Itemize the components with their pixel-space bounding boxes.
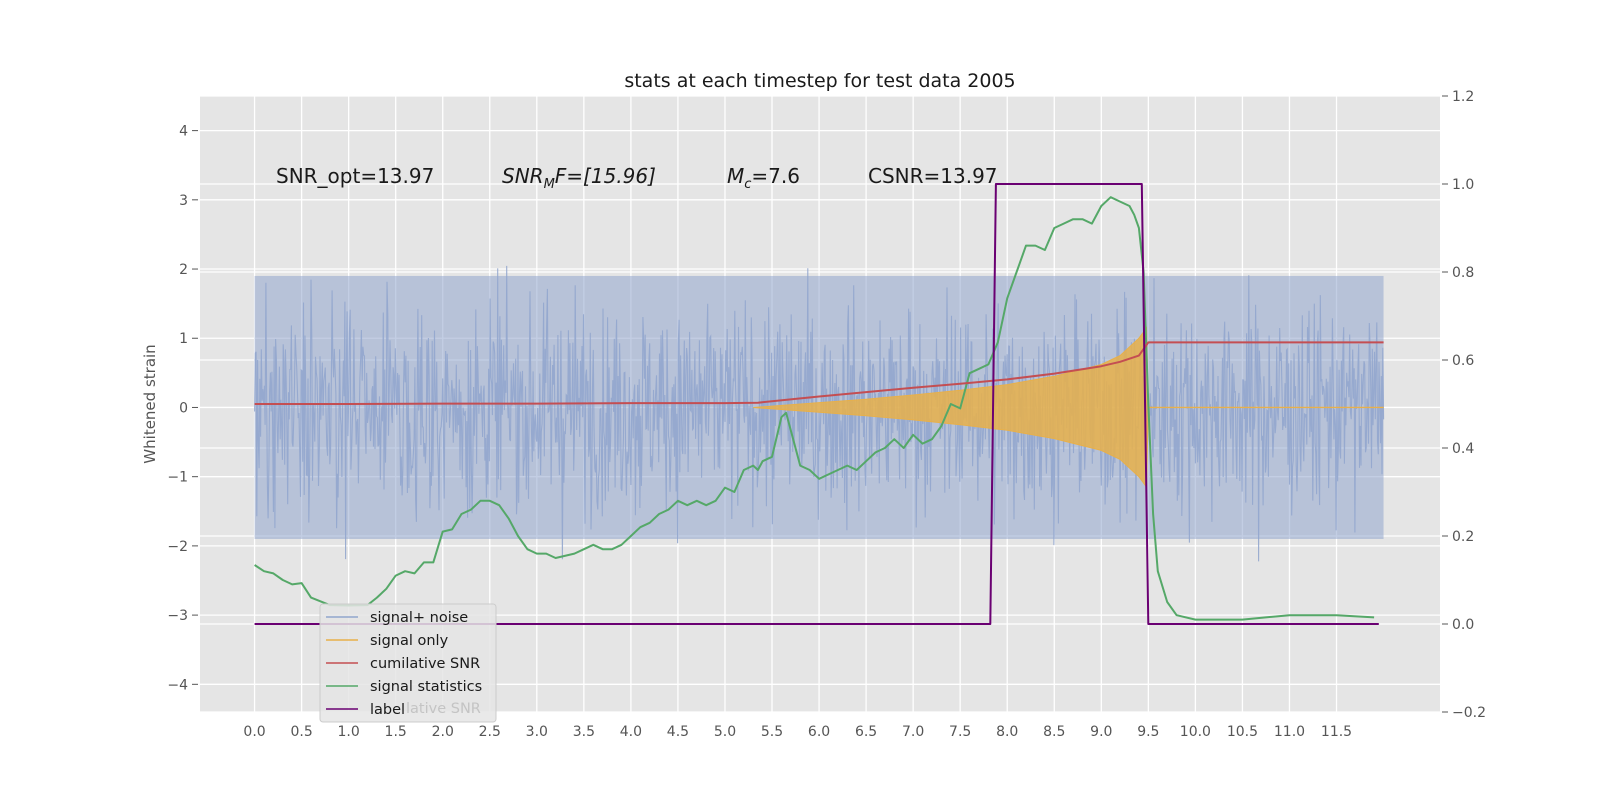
y-tick-label: −4 <box>167 677 188 693</box>
y-tick-label: 2 <box>179 262 188 278</box>
y2-tick-label: 0.4 <box>1452 441 1474 457</box>
signal-envelope <box>753 326 1384 489</box>
x-tick-label: 3.0 <box>526 724 548 740</box>
label-series <box>254 183 1379 625</box>
x-tick-label: 4.5 <box>667 724 689 740</box>
y-tick-label: 4 <box>179 124 188 140</box>
x-tick-label: 7.0 <box>902 724 924 740</box>
x-tick-label: 7.5 <box>949 724 971 740</box>
annotation-snr-mf: SNRMF=[15.96] <box>502 164 656 192</box>
x-axis-ticks: 0.0 0.5 1.0 1.5 2.0 2.5 3.0 3.5 4.0 4.5 5.0 5.5 6.0 6… <box>243 724 1352 740</box>
legend-entry-signal: signal only <box>370 633 449 649</box>
y-tick-label: −2 <box>167 539 188 555</box>
annotation-csnr: CSNR=13.97 <box>868 164 998 188</box>
x-tick-label: 2.5 <box>479 724 501 740</box>
legend: lative SNR signal+ noise signal only cum… <box>319 603 497 723</box>
x-tick-label: 2.0 <box>432 724 454 740</box>
x-tick-label: 1.5 <box>385 724 407 740</box>
annotation-snr-opt: SNR_opt=13.97 <box>276 164 434 188</box>
legend-ghost-text: lative SNR <box>406 701 481 717</box>
x-tick-label: 4.0 <box>620 724 642 740</box>
y-tick-label: 0 <box>179 400 188 416</box>
x-tick-label: 9.0 <box>1090 724 1112 740</box>
y2-tick-label: 0.8 <box>1452 265 1474 281</box>
x-tick-label: 5.0 <box>714 724 736 740</box>
y-axis-ticks: 4 3 2 1 0 −1 −2 −3 −4 <box>167 124 198 693</box>
signal-only-series <box>753 326 1384 489</box>
y2-tick-label: −0.2 <box>1452 705 1486 721</box>
y2-tick-label: 0.2 <box>1452 529 1474 545</box>
legend-entry-csnr: cumilative SNR <box>370 656 480 672</box>
chart-title: stats at each timestep for test data 200… <box>624 70 1015 92</box>
legend-entry-noise: signal+ noise <box>370 610 468 626</box>
x-tick-label: 0.0 <box>243 724 265 740</box>
y2-axis-ticks: 1.2 1.0 0.8 0.6 0.4 0.2 0.0 −0.2 <box>1442 89 1486 721</box>
y-tick-label: −3 <box>167 608 188 624</box>
y2-tick-label: 0.0 <box>1452 617 1474 633</box>
x-tick-label: 1.0 <box>338 724 360 740</box>
x-tick-label: 8.5 <box>1043 724 1065 740</box>
x-tick-label: 6.0 <box>808 724 830 740</box>
y2-tick-label: 1.0 <box>1452 177 1474 193</box>
y-tick-label: 3 <box>179 193 188 209</box>
legend-box <box>319 603 497 723</box>
x-tick-label: 10.0 <box>1180 724 1211 740</box>
x-tick-label: 11.0 <box>1274 724 1305 740</box>
x-tick-label: 11.5 <box>1321 724 1352 740</box>
signal-statistics-line <box>254 196 1375 621</box>
x-tick-label: 9.5 <box>1137 724 1159 740</box>
noise-series <box>254 265 1385 562</box>
cumulative-snr-series <box>254 341 1384 405</box>
label-line <box>254 183 1379 625</box>
x-tick-label: 6.5 <box>855 724 877 740</box>
annotations: SNR_opt=13.97 SNRMF=[15.96] Mc=7.6 CSNR=… <box>276 164 998 192</box>
x-tick-label: 5.5 <box>761 724 783 740</box>
legend-entry-stats: signal statistics <box>370 679 482 695</box>
annotation-chirp-mass: Mc=7.6 <box>727 164 800 192</box>
legend-entry-label: label <box>370 702 405 718</box>
y2-tick-label: 1.2 <box>1452 89 1474 105</box>
x-tick-label: 3.5 <box>573 724 595 740</box>
cumulative-snr-line <box>254 341 1384 405</box>
y-tick-label: −1 <box>167 470 188 486</box>
y-tick-label: 1 <box>179 331 188 347</box>
y2-tick-label: 0.6 <box>1452 353 1474 369</box>
x-tick-label: 0.5 <box>290 724 312 740</box>
y-axis-label: Whitened strain <box>141 344 159 463</box>
signal-statistics-series <box>254 196 1375 621</box>
x-tick-label: 8.0 <box>996 724 1018 740</box>
x-tick-label: 10.5 <box>1227 724 1258 740</box>
